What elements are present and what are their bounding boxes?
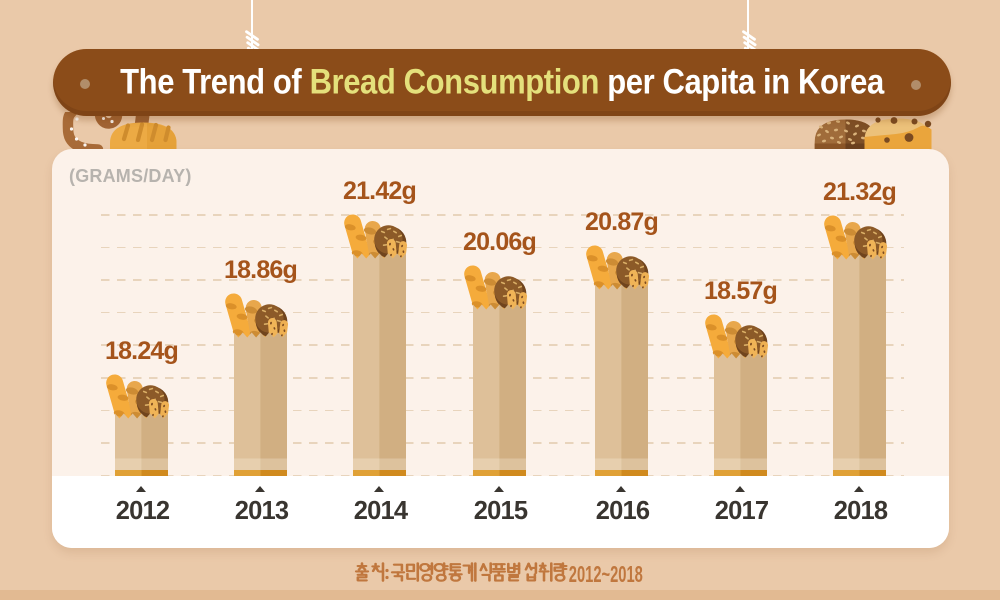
svg-text:2012~2018: 2012~2018 [569, 561, 643, 587]
